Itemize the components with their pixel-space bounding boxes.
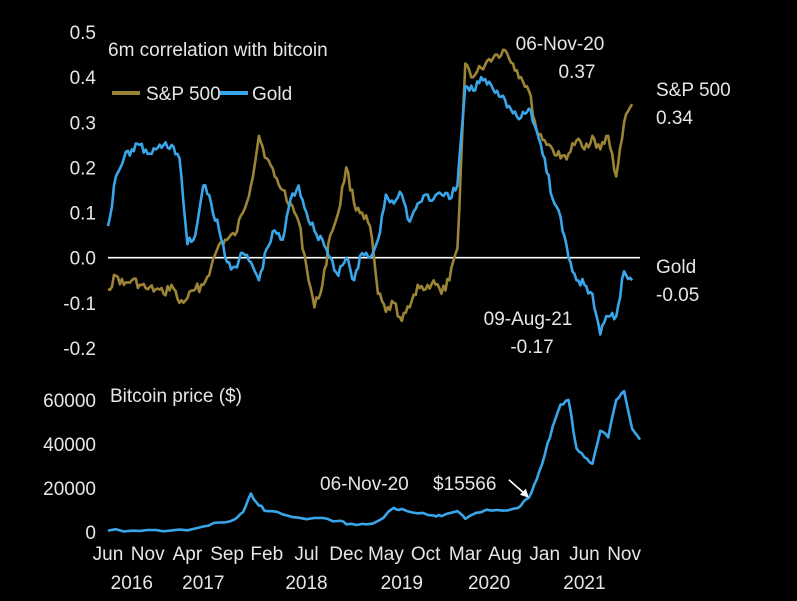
legend-gold-label: Gold [252,84,292,105]
x-axis: Jun Nov Apr Sep Feb Jul Dec May Oct Mar Aug Jan Jun N… [93,544,642,594]
legend: S&P 500 Gold [112,84,292,105]
x-axis-month-label: Nov [131,544,165,565]
correlation-y-tick-label: 0.4 [70,68,97,89]
x-axis-month-label: Nov [607,544,641,565]
gold-end-value: -0.05 [656,285,699,306]
x-axis-month-label: Jun [569,544,600,565]
correlation-y-tick-label: 0.1 [70,204,96,225]
sp500-end-label: S&P 500 [656,80,731,101]
bitcoin-title: Bitcoin price ($) [110,386,242,407]
x-axis-year-label: 2021 [563,573,605,594]
legend-sp500-label: S&P 500 [146,84,221,105]
sp500-peak-value: 0.37 [559,62,596,83]
bitcoin-price-line [107,389,642,533]
correlation-y-tick-label: 0.0 [70,249,96,270]
correlation-y-ticks: 0.5 0.4 0.3 0.2 0.1 0.0 -0.1 -0.2 [63,23,96,360]
correlation-panel: 0.5 0.4 0.3 0.2 0.1 0.0 -0.1 -0.2 6m correlatio… [63,23,730,360]
x-axis-month-label: Jun [93,544,124,565]
sp500-series-line [107,48,634,323]
x-axis-month-label: Dec [329,544,363,565]
x-axis-month-label: Jul [294,544,318,565]
correlation-y-tick-label: -0.2 [63,339,96,360]
bitcoin-annotation-arrowhead [519,488,529,498]
x-axis-year-label: 2017 [182,573,224,594]
x-axis-month-label: Oct [411,544,441,565]
correlation-y-tick-label: -0.1 [63,294,96,315]
gold-low-value: -0.17 [510,337,553,358]
x-axis-month-label: Mar [449,544,482,565]
x-axis-month-label: Sep [210,544,244,565]
correlation-y-tick-label: 0.5 [70,23,96,44]
correlation-title: 6m correlation with bitcoin [108,40,328,61]
bitcoin-annotation-date: 06-Nov-20 [320,474,409,495]
gold-end-label: Gold [656,257,696,278]
correlation-y-tick-label: 0.3 [70,113,96,134]
correlation-y-tick-label: 0.2 [70,158,96,179]
x-axis-month-label: May [368,544,404,565]
x-axis-year-label: 2018 [285,573,327,594]
x-axis-year-label: 2019 [381,573,423,594]
x-axis-month-label: Jan [529,544,560,565]
bitcoin-panel: 60000 40000 20000 0 Bitcoin price ($) 06-No… [43,386,642,544]
bitcoin-y-tick-label: 0 [85,523,96,544]
sp500-end-value: 0.34 [656,108,693,129]
gold-low-date: 09-Aug-21 [484,309,573,330]
bitcoin-annotation-price: $15566 [433,474,496,495]
x-axis-month-label: Apr [173,544,203,565]
x-axis-year-label: 2016 [111,573,153,594]
bitcoin-y-tick-label: 20000 [43,479,96,500]
bitcoin-y-tick-label: 40000 [43,435,96,456]
sp500-peak-date: 06-Nov-20 [516,34,605,55]
bitcoin-y-tick-label: 60000 [43,391,96,412]
x-axis-month-label: Aug [488,544,522,565]
x-axis-month-label: Feb [250,544,283,565]
x-axis-year-label: 2020 [468,573,510,594]
gold-series-line [106,75,634,336]
bitcoin-y-ticks: 60000 40000 20000 0 [43,391,96,544]
